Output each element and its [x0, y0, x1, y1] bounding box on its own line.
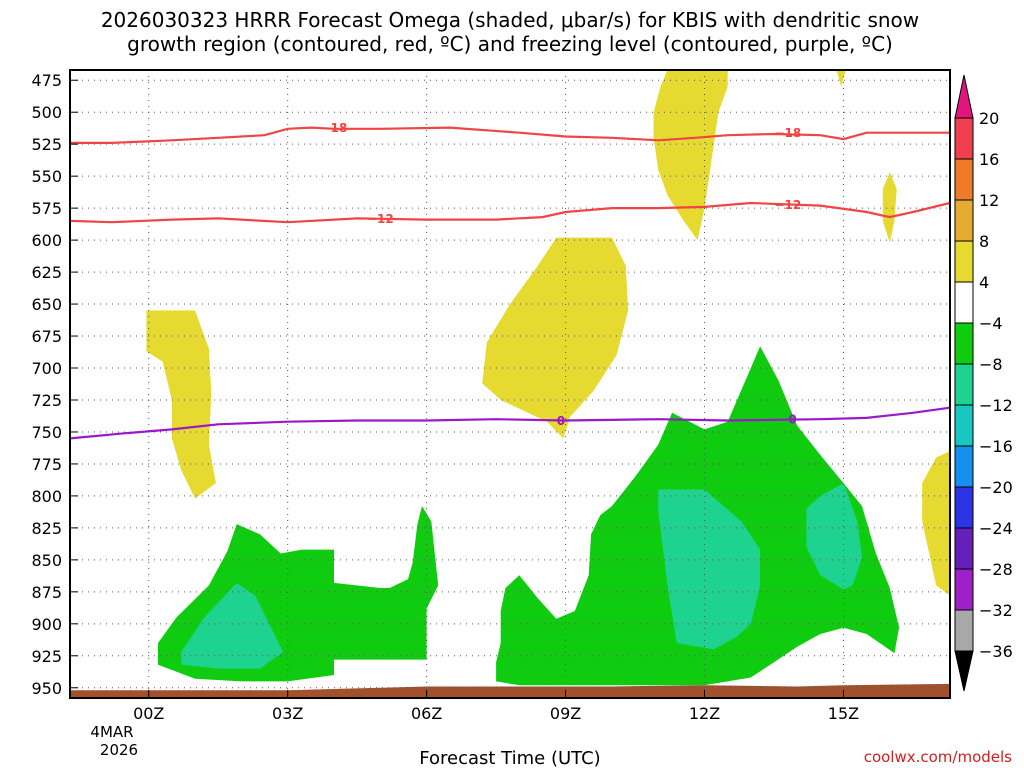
- shaded-omega-regions: [70, 70, 950, 698]
- y-axis-ticks: 475 500 525 550 575 600 625 650 675 700 725 750 775 8…: [31, 71, 78, 698]
- colorbar-label-12: −32: [979, 601, 1013, 620]
- contour-label-1-0: −12: [367, 212, 394, 226]
- contour-label-0-0: −18: [321, 121, 348, 135]
- x-tick-label-4: 12Z: [689, 704, 720, 723]
- contour-label-0-1: −18: [775, 126, 802, 140]
- contour-label-2-1: 0: [788, 413, 796, 427]
- omega-region-0: [653, 70, 728, 241]
- y-tick-label-18: 925: [31, 647, 62, 666]
- contour-line-0: [70, 126, 950, 144]
- plot-frame: [69, 69, 951, 699]
- colorbar-swatch-5: [954, 322, 974, 365]
- contour-label-2-0: 0: [557, 414, 565, 428]
- colorbar-label-4: 4: [979, 273, 989, 292]
- colorbar-swatch-11: [954, 568, 974, 611]
- contour-label-1-1: −12: [775, 198, 802, 212]
- colorbar-swatch-2: [954, 199, 974, 242]
- colorbar-label-11: −28: [979, 560, 1013, 579]
- colorbar-swatch-7: [954, 404, 974, 447]
- colorbar-label-5: −4: [979, 314, 1003, 333]
- y-tick-label-6: 625: [31, 263, 62, 282]
- colorbar-label-13: −36: [979, 642, 1013, 661]
- contour-labels: −18 −18 −12 −12 0 0: [321, 121, 802, 428]
- y-tick-label-0: 475: [31, 71, 62, 90]
- y-tick-label-9: 700: [31, 359, 62, 378]
- credit-text: coolwx.com/models: [864, 748, 1012, 766]
- omega-region-9: [658, 489, 761, 650]
- omega-region-1: [146, 310, 216, 499]
- chart-title-line-2: growth region (contoured, red, ºC) and f…: [127, 32, 893, 56]
- y-tick-label-15: 850: [31, 551, 62, 570]
- omega-region-2: [482, 237, 629, 439]
- colorbar-bottom-arrow: [954, 650, 974, 692]
- colorbar-swatch-1: [954, 158, 974, 201]
- omega-region-8: [181, 582, 284, 669]
- omega-region-3: [836, 70, 846, 87]
- x-tick-label-2: 06Z: [411, 704, 442, 723]
- date-label-day: 4MAR: [90, 723, 133, 741]
- colorbar-swatch-8: [954, 445, 974, 488]
- colorbar-label-9: −20: [979, 478, 1013, 497]
- colorbar-swatch-9: [954, 486, 974, 529]
- y-tick-label-19: 950: [31, 679, 62, 698]
- colorbar-swatch-4: [954, 281, 974, 324]
- y-tick-label-10: 725: [31, 391, 62, 410]
- terrain-surface: [70, 683, 950, 698]
- y-tick-label-5: 600: [31, 231, 62, 250]
- x-tick-label-3: 09Z: [550, 704, 581, 723]
- y-tick-label-2: 525: [31, 135, 62, 154]
- colorbar-label-0: 20: [979, 109, 999, 128]
- x-axis-ticks: 00Z 03Z 06Z 09Z 12Z 15Z: [133, 690, 859, 723]
- colorbar-swatch-6: [954, 363, 974, 406]
- y-tick-label-7: 650: [31, 295, 62, 314]
- colorbar-label-10: −24: [979, 519, 1013, 538]
- y-tick-label-11: 750: [31, 423, 62, 442]
- x-axis-label: Forecast Time (UTC): [419, 748, 600, 768]
- colorbar-swatch-10: [954, 527, 974, 570]
- colorbar-swatch-0: [954, 117, 974, 160]
- x-tick-label-1: 03Z: [272, 704, 303, 723]
- contour-lines: [70, 126, 950, 440]
- y-tick-label-8: 675: [31, 327, 62, 346]
- omega-region-5: [922, 451, 950, 596]
- colorbar-label-6: −8: [979, 355, 1003, 374]
- colorbar-label-3: 8: [979, 232, 989, 251]
- omega-region-4: [882, 172, 897, 243]
- date-label-year: 2026: [100, 741, 138, 759]
- omega-region-10: [806, 483, 862, 590]
- y-tick-label-14: 825: [31, 519, 62, 538]
- y-tick-label-1: 500: [31, 103, 62, 122]
- chart-title-line-1: 2026030323 HRRR Forecast Omega (shaded, …: [101, 8, 919, 32]
- y-tick-label-16: 875: [31, 583, 62, 602]
- colorbar-top-arrow: [954, 74, 974, 119]
- y-tick-label-17: 900: [31, 615, 62, 634]
- colorbar: 20 16 12 8 4 −4 −8 −12 −16 −20 −24 −28 −32 −36: [954, 74, 1013, 692]
- contour-line-1: [70, 201, 950, 224]
- colorbar-swatch-12: [954, 609, 974, 652]
- colorbar-label-7: −12: [979, 396, 1013, 415]
- colorbar-label-8: −16: [979, 437, 1013, 456]
- y-tick-label-13: 800: [31, 487, 62, 506]
- x-tick-label-5: 15Z: [828, 704, 859, 723]
- colorbar-swatch-3: [954, 240, 974, 283]
- colorbar-label-2: 12: [979, 191, 999, 210]
- y-tick-label-12: 775: [31, 455, 62, 474]
- y-tick-label-3: 550: [31, 167, 62, 186]
- x-tick-label-0: 00Z: [133, 704, 164, 723]
- contour-line-2: [70, 406, 950, 440]
- y-tick-label-4: 575: [31, 199, 62, 218]
- colorbar-label-1: 16: [979, 150, 999, 169]
